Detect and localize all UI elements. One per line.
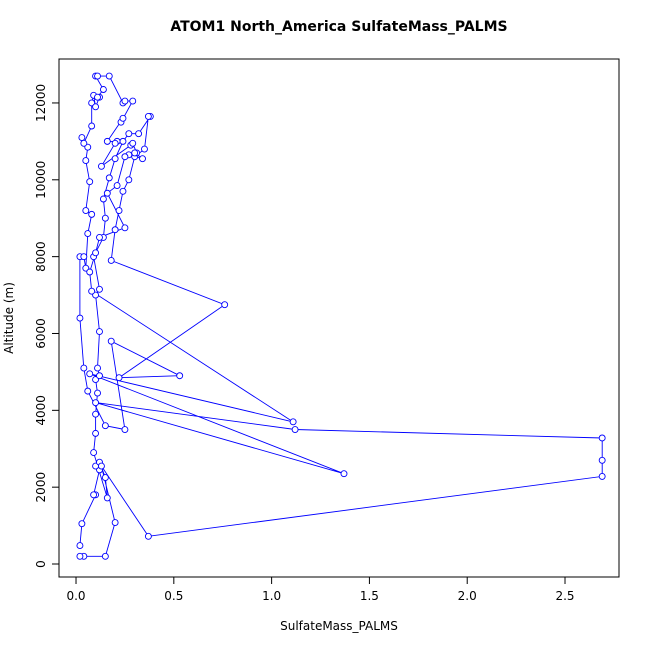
data-point	[94, 389, 101, 397]
data-point	[86, 370, 94, 378]
x-tick-label: 2.5	[555, 589, 574, 603]
y-tick-label: 12000	[34, 84, 48, 122]
data-point	[221, 301, 229, 309]
data-point	[115, 374, 123, 382]
y-tick-label: 8000	[34, 241, 48, 272]
x-tick-label: 1.0	[262, 589, 281, 603]
data-point	[105, 174, 113, 182]
data-point	[144, 532, 152, 540]
data-point	[291, 426, 299, 433]
data-point	[105, 72, 113, 80]
data-point	[82, 157, 90, 165]
data-point	[111, 155, 119, 163]
data-point	[80, 139, 88, 147]
x-tick-label: 0.5	[164, 589, 183, 603]
data-point	[84, 387, 92, 395]
data-point	[115, 207, 123, 214]
data-point	[340, 470, 348, 478]
data-point	[289, 418, 297, 426]
data-point	[107, 257, 115, 264]
data-point	[88, 210, 96, 218]
data-point	[111, 226, 119, 234]
data-point	[121, 426, 129, 433]
data-point	[94, 93, 101, 101]
data-point	[111, 139, 119, 147]
data-point	[141, 145, 148, 153]
data-point	[84, 230, 92, 238]
data-point	[78, 520, 86, 528]
data-point	[92, 429, 100, 437]
data-point	[144, 112, 152, 120]
data-point	[119, 137, 127, 145]
data-point	[99, 195, 107, 203]
data-point	[113, 182, 121, 190]
data-point	[121, 224, 129, 232]
data-point	[101, 552, 109, 560]
data-point	[90, 449, 98, 457]
data-point	[131, 149, 139, 157]
data-point	[94, 364, 101, 372]
x-tick-label: 2.0	[458, 589, 477, 603]
data-point	[92, 103, 100, 111]
data-point	[103, 137, 111, 145]
data-point	[119, 114, 127, 122]
data-point	[129, 97, 137, 105]
y-axis-label: Altitude (m)	[2, 282, 16, 354]
data-point	[96, 328, 103, 336]
data-point	[139, 155, 146, 163]
data-point	[96, 285, 103, 293]
chart-title: ATOM1 North_America SulfateMass_PALMS	[170, 19, 507, 35]
data-point	[76, 314, 84, 322]
y-tick-label: 2000	[34, 472, 48, 503]
data-point	[97, 462, 105, 470]
data-point	[135, 130, 143, 138]
plot-frame	[58, 58, 620, 578]
data-point	[111, 519, 119, 526]
y-tick-label: 0	[34, 560, 48, 568]
data-point	[90, 491, 98, 499]
data-point	[96, 233, 103, 241]
data-point	[125, 176, 133, 184]
data-point	[598, 472, 606, 480]
data-point	[103, 189, 111, 197]
data-point	[97, 162, 105, 170]
data-point	[598, 434, 606, 442]
data-point	[96, 372, 103, 380]
data-point	[80, 253, 88, 261]
data-point	[78, 134, 86, 141]
data-point	[101, 214, 109, 222]
data-point	[88, 122, 96, 130]
x-axis-label: SulfateMass_PALMS	[280, 619, 398, 633]
data-point	[94, 72, 101, 80]
data-point	[86, 178, 94, 186]
data-point	[107, 337, 115, 345]
x-tick-label: 0.0	[66, 589, 85, 603]
data-point	[92, 399, 100, 407]
data-point	[101, 422, 109, 430]
data-point	[129, 139, 137, 147]
data-point	[88, 287, 96, 295]
x-tick-label: 1.5	[360, 589, 379, 603]
y-tick-label: 4000	[34, 395, 48, 426]
data-point	[121, 97, 129, 105]
data-point	[125, 130, 133, 138]
data-point	[82, 207, 90, 214]
data-point	[121, 153, 129, 161]
data-point	[176, 372, 184, 380]
data-point	[76, 542, 84, 550]
data-point	[99, 86, 107, 93]
y-tick-label: 10000	[34, 161, 48, 199]
data-point	[119, 187, 127, 195]
data-point	[92, 249, 100, 257]
data-point	[598, 456, 606, 464]
y-tick-label: 6000	[34, 318, 48, 349]
data-point	[92, 410, 100, 418]
data-point	[80, 364, 88, 372]
data-point	[86, 268, 94, 276]
data-point	[101, 474, 109, 482]
data-point	[103, 494, 111, 502]
data-point	[76, 552, 84, 560]
